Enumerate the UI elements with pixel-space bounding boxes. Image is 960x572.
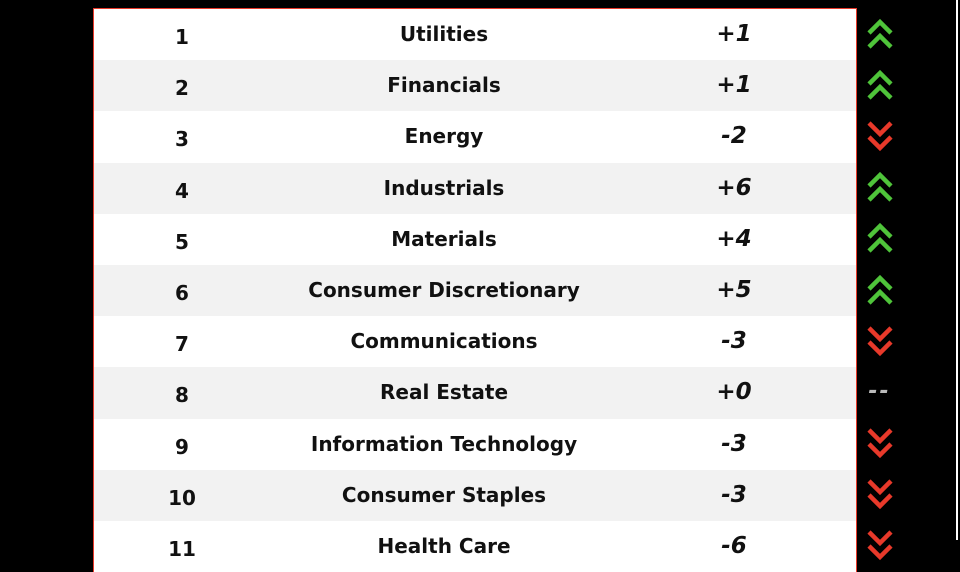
table-row: 11 Health Care -6	[94, 521, 856, 572]
table-row: 7 Communications -3	[94, 316, 856, 367]
sector-name-cell: Real Estate	[379, 380, 509, 405]
double-chevron-down-icon	[857, 418, 902, 469]
rank-cell: 1	[175, 25, 189, 49]
table-row: 4 Industrials +6	[94, 162, 856, 214]
double-chevron-up-icon	[857, 8, 902, 59]
table-row: 5 Materials +4	[94, 214, 856, 265]
double-chevron-down-icon	[857, 315, 902, 366]
rank-change-cell: +4	[716, 225, 752, 252]
sector-name-cell: Consumer Staples	[341, 482, 547, 507]
table-row: 6 Consumer Discretionary +5	[94, 264, 856, 317]
sector-name-cell: Communications	[350, 329, 538, 354]
sector-name-cell: Health Care	[377, 533, 511, 558]
rank-cell: 10	[168, 485, 196, 510]
flat-symbol: --	[868, 379, 891, 405]
rank-cell: 11	[168, 536, 196, 561]
rank-change-cell: -3	[721, 481, 747, 508]
double-chevron-down-icon	[857, 469, 902, 520]
double-chevron-down-icon	[857, 110, 902, 161]
table-row: 9 Information Technology -3	[94, 419, 856, 470]
sector-name-cell: Energy	[404, 124, 484, 149]
table-row: 3 Energy -2	[94, 111, 856, 162]
table-row: 8 Real Estate +0	[94, 367, 856, 419]
double-chevron-up-icon	[857, 213, 902, 264]
sector-name-cell: Materials	[391, 226, 497, 251]
rank-change-cell: -3	[721, 328, 747, 355]
rank-change-cell: -6	[721, 532, 747, 559]
rank-cell: 2	[175, 76, 189, 101]
divider	[956, 0, 958, 540]
rank-cell: 8	[175, 383, 189, 408]
rank-change-cell: +1	[716, 21, 752, 47]
table-row: 2 Financials +1	[94, 60, 856, 112]
trend-icons-column: --	[857, 8, 902, 571]
no-change-dash-icon: --	[857, 366, 902, 417]
sector-name-cell: Utilities	[399, 22, 489, 46]
rank-cell: 3	[175, 127, 189, 152]
double-chevron-down-icon	[857, 520, 902, 571]
double-chevron-up-icon	[857, 59, 902, 110]
rank-change-cell: +5	[716, 276, 752, 303]
rank-change-cell: +6	[716, 174, 752, 201]
rank-cell: 6	[175, 280, 189, 305]
table-row: 10 Consumer Staples -3	[94, 469, 856, 521]
double-chevron-up-icon	[857, 162, 902, 213]
sector-name-cell: Financials	[387, 73, 501, 98]
rank-change-cell: -3	[721, 430, 747, 457]
double-chevron-up-icon	[857, 264, 902, 315]
rank-cell: 9	[175, 434, 189, 459]
rank-change-cell: +1	[716, 72, 752, 99]
rank-change-cell: -2	[721, 123, 747, 150]
table-row: 1 Utilities +1	[94, 9, 856, 60]
rank-cell: 7	[175, 332, 189, 357]
sector-name-cell: Industrials	[383, 175, 505, 200]
rank-cell: 4	[175, 178, 189, 203]
sector-name-cell: Consumer Discretionary	[308, 277, 580, 302]
sector-ranking-table: 1 Utilities +1 2 Financials +1 3 Energy -2 4 Indus…	[93, 8, 857, 572]
sector-name-cell: Information Technology	[310, 431, 578, 456]
rank-cell: 5	[175, 229, 189, 254]
rank-change-cell: +0	[716, 379, 752, 406]
